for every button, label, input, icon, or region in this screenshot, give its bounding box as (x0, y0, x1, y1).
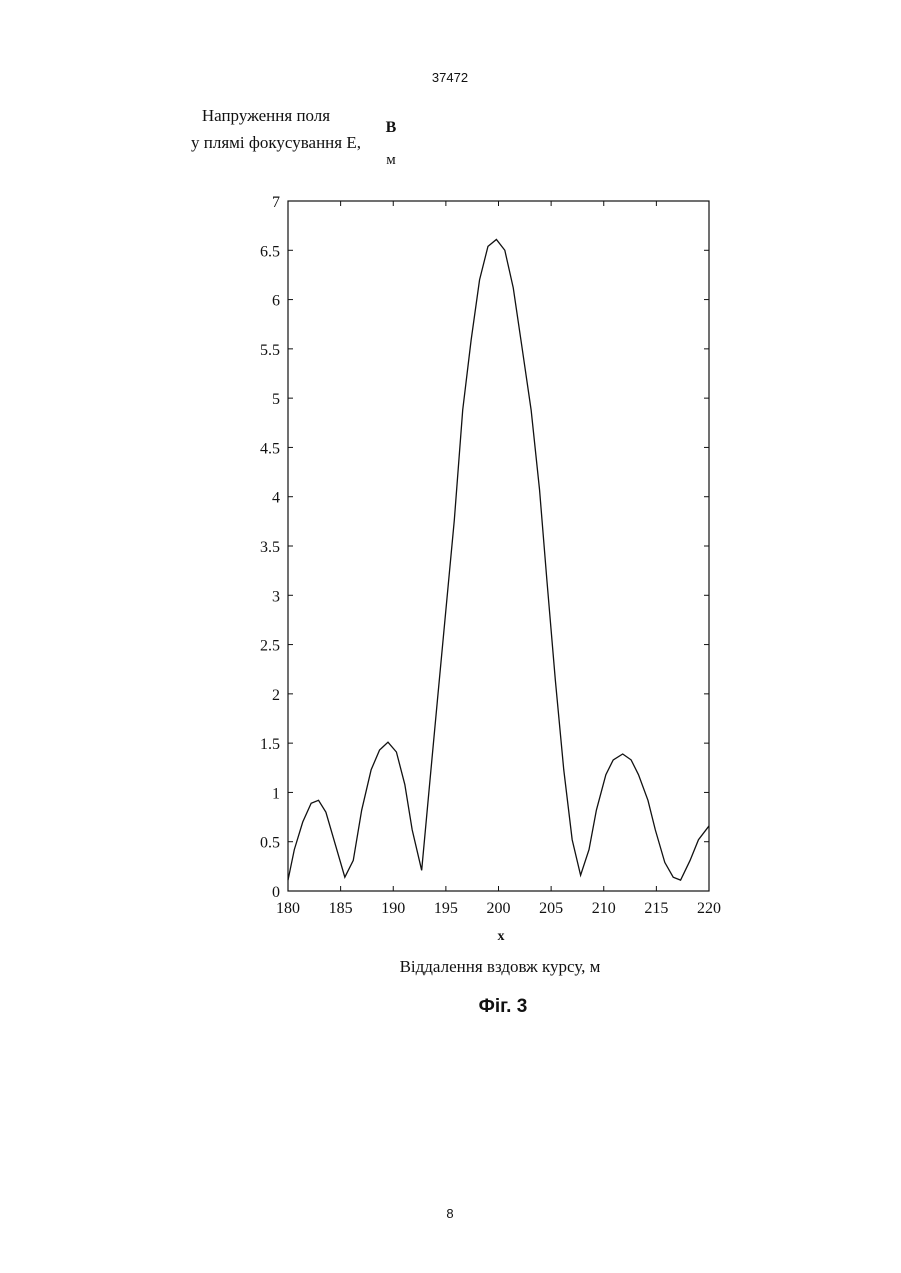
y-tick-label: 6 (272, 293, 280, 310)
x-tick-label: 185 (329, 900, 353, 917)
y-label-line: у плямі фокусування E, (191, 133, 361, 152)
y-tick-label: 4 (272, 490, 280, 507)
y-tick-label: 5 (272, 391, 280, 408)
data-line (288, 239, 709, 880)
y-tick-label: 1 (272, 785, 280, 802)
x-tick-label: 220 (697, 900, 721, 917)
y-tick-label: 0.5 (260, 835, 280, 852)
y-label-line: Напруження поля (202, 106, 330, 125)
y-tick-label: 2.5 (260, 638, 280, 655)
x-label: Віддалення вздовж курсу, м (400, 957, 601, 976)
x-tick-label: 210 (592, 900, 616, 917)
x-tick-label: 180 (276, 900, 300, 917)
x-tick-label: 190 (381, 900, 405, 917)
y-unit-numerator: В (386, 119, 397, 136)
x-tick-label: 195 (434, 900, 458, 917)
y-tick-label: 3.5 (260, 539, 280, 556)
y-unit-denominator: м (386, 152, 396, 168)
x-tick-label: 200 (487, 900, 511, 917)
y-tick-label: 3 (272, 588, 280, 605)
y-tick-label: 5.5 (260, 342, 280, 359)
page: {"header": "37472", "caption": "Фіг. 3",… (0, 0, 901, 1273)
y-tick-label: 7 (272, 194, 280, 211)
page-number: 8 (446, 1206, 453, 1221)
y-tick-label: 6.5 (260, 243, 280, 260)
x-variable: x (498, 929, 505, 944)
y-tick-label: 1.5 (260, 736, 280, 753)
page-canvas: 37472 Напруження поля у плямі фокусуванн… (0, 0, 901, 1273)
y-tick-label: 2 (272, 687, 280, 704)
y-tick-label: 0 (272, 884, 280, 901)
y-tick-label: 4.5 (260, 440, 280, 457)
x-tick-label: 215 (644, 900, 668, 917)
x-tick-label: 205 (539, 900, 563, 917)
plot-frame (288, 201, 709, 891)
page-header: 37472 (432, 70, 468, 85)
figure-caption: Фіг. 3 (479, 996, 528, 1017)
